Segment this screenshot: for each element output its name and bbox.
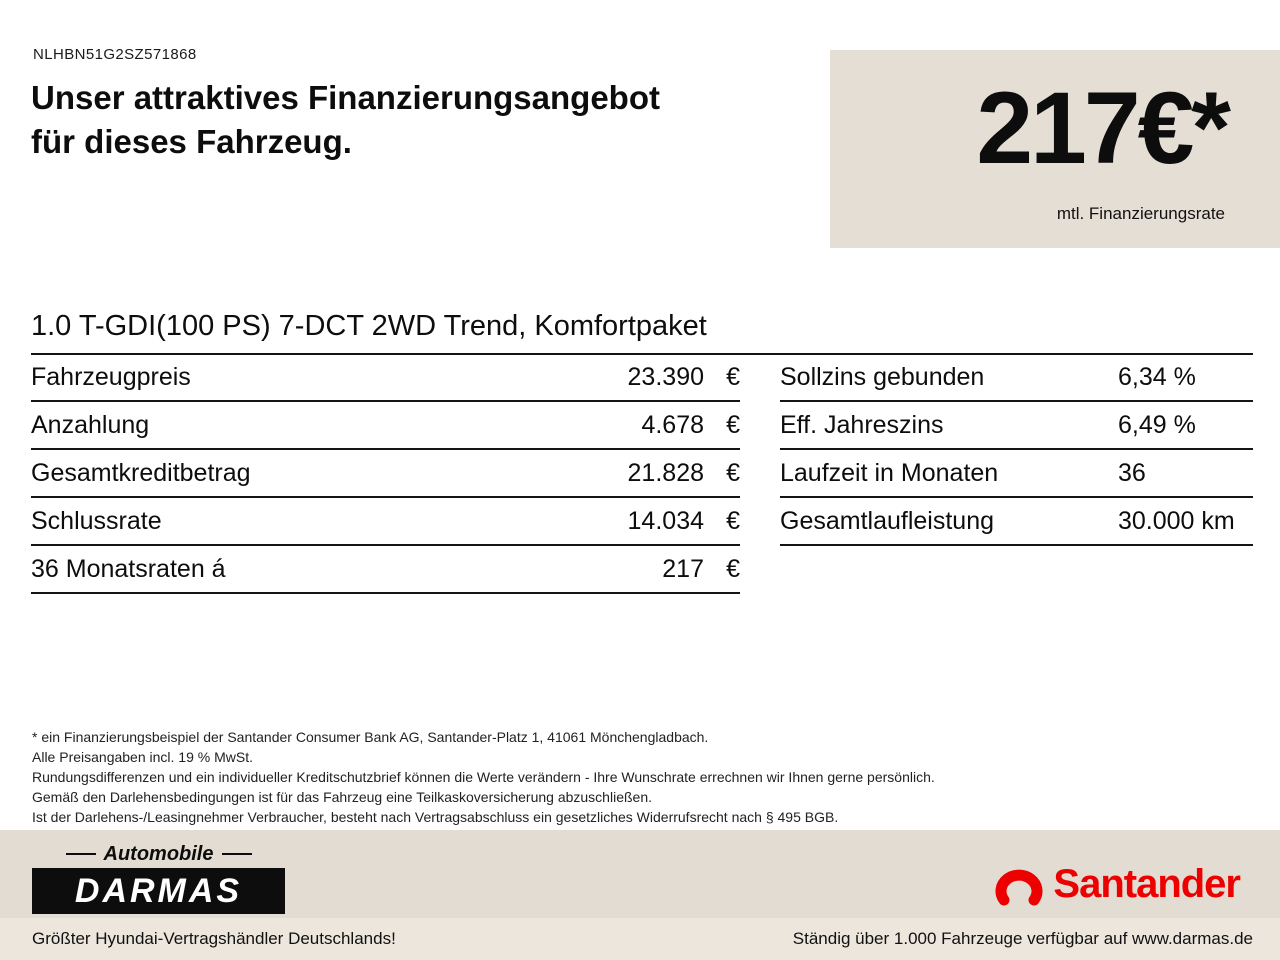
finance-table-left-column: Fahrzeugpreis 23.390 € Anzahlung 4.678 €… bbox=[31, 354, 740, 594]
monthly-rate-panel: 217€* mtl. Finanzierungsrate bbox=[830, 50, 1280, 248]
row-value: 4.678 bbox=[641, 410, 704, 439]
disclaimer-line: Gemäß den Darlehensbedingungen ist für d… bbox=[32, 789, 652, 805]
logo-divider-line bbox=[65, 853, 96, 855]
table-row: Laufzeit in Monaten 36 bbox=[780, 450, 1253, 498]
row-value: 6,34 % bbox=[1118, 362, 1196, 391]
row-label: Laufzeit in Monaten bbox=[780, 458, 999, 487]
row-label: Gesamtlaufleistung bbox=[780, 506, 995, 535]
disclaimer-line: * ein Finanzierungsbeispiel der Santande… bbox=[32, 729, 709, 745]
finance-table-right-column: Sollzins gebunden 6,34 % Eff. Jahreszins… bbox=[780, 354, 1253, 594]
row-unit: € bbox=[726, 554, 740, 583]
page-title-line-1: Unser attraktives Finanzierungsangebot bbox=[31, 79, 660, 116]
disclaimer-line: Alle Preisangaben incl. 19 % MwSt. bbox=[32, 749, 253, 765]
table-row: Eff. Jahreszins 6,49 % bbox=[780, 402, 1253, 450]
table-row: Gesamtlaufleistung 30.000 km bbox=[780, 498, 1253, 546]
row-unit: € bbox=[726, 458, 740, 487]
footer: Automobile DARMAS Santander Größter Hyun… bbox=[0, 830, 1280, 960]
row-unit: € bbox=[726, 506, 740, 535]
darmas-logo-box: DARMAS bbox=[32, 868, 285, 914]
darmas-logo: Automobile DARMAS bbox=[32, 842, 285, 914]
finance-table: Fahrzeugpreis 23.390 € Anzahlung 4.678 €… bbox=[31, 354, 1253, 594]
table-row: Fahrzeugpreis 23.390 € bbox=[31, 354, 740, 402]
monthly-rate-amount: 217€* bbox=[976, 71, 1231, 185]
santander-wordmark: Santander bbox=[1053, 862, 1241, 906]
row-value: 217 bbox=[662, 554, 704, 583]
row-label: Schlussrate bbox=[31, 506, 162, 535]
table-row: Gesamtkreditbetrag 21.828 € bbox=[31, 450, 740, 498]
row-value: 14.034 bbox=[627, 506, 704, 535]
disclaimer-text: * ein Finanzierungsbeispiel der Santande… bbox=[32, 727, 1132, 827]
disclaimer-line: Rundungsdifferenzen und ein individuelle… bbox=[32, 769, 935, 785]
darmas-logo-main-text: DARMAS bbox=[74, 871, 243, 910]
table-row: Anzahlung 4.678 € bbox=[31, 402, 740, 450]
vin-number: NLHBN51G2SZ571868 bbox=[33, 46, 197, 63]
row-label: Eff. Jahreszins bbox=[780, 410, 944, 439]
row-label: Gesamtkreditbetrag bbox=[31, 458, 251, 487]
monthly-rate-caption: mtl. Finanzierungsrate bbox=[1056, 204, 1225, 223]
row-label: Anzahlung bbox=[31, 410, 150, 439]
darmas-logo-top-text: Automobile bbox=[103, 842, 214, 865]
logo-divider-line bbox=[221, 853, 252, 855]
table-row: Sollzins gebunden 6,34 % bbox=[780, 354, 1253, 402]
page-title: Unser attraktives Finanzierungsangebot f… bbox=[31, 76, 831, 163]
row-value: 21.828 bbox=[627, 458, 704, 487]
row-unit: € bbox=[726, 362, 740, 391]
row-value: 30.000 km bbox=[1118, 506, 1235, 535]
page-title-line-2: für dieses Fahrzeug. bbox=[31, 122, 352, 160]
darmas-logo-script: Automobile bbox=[32, 842, 285, 866]
santander-flame-icon bbox=[995, 869, 1043, 906]
disclaimer-line: Ist der Darlehens-/Leasingnehmer Verbrau… bbox=[32, 809, 839, 825]
row-label: 36 Monatsraten á bbox=[31, 554, 226, 583]
table-row: 36 Monatsraten á 217 € bbox=[31, 546, 740, 594]
vehicle-model-title: 1.0 T-GDI(100 PS) 7-DCT 2WD Trend, Komfo… bbox=[31, 310, 1253, 355]
table-row: Schlussrate 14.034 € bbox=[31, 498, 740, 546]
availability-text: Ständig über 1.000 Fahrzeuge verfügbar a… bbox=[792, 929, 1253, 948]
dealer-tagline: Größter Hyundai-Vertragshändler Deutschl… bbox=[32, 929, 396, 948]
santander-logo: Santander bbox=[995, 862, 1241, 906]
row-label: Fahrzeugpreis bbox=[31, 362, 191, 391]
row-value: 23.390 bbox=[627, 362, 704, 391]
footer-strip: Größter Hyundai-Vertragshändler Deutschl… bbox=[0, 918, 1280, 960]
row-unit: € bbox=[726, 410, 740, 439]
row-value: 36 bbox=[1118, 458, 1146, 487]
row-value: 6,49 % bbox=[1118, 410, 1196, 439]
row-label: Sollzins gebunden bbox=[780, 362, 985, 391]
